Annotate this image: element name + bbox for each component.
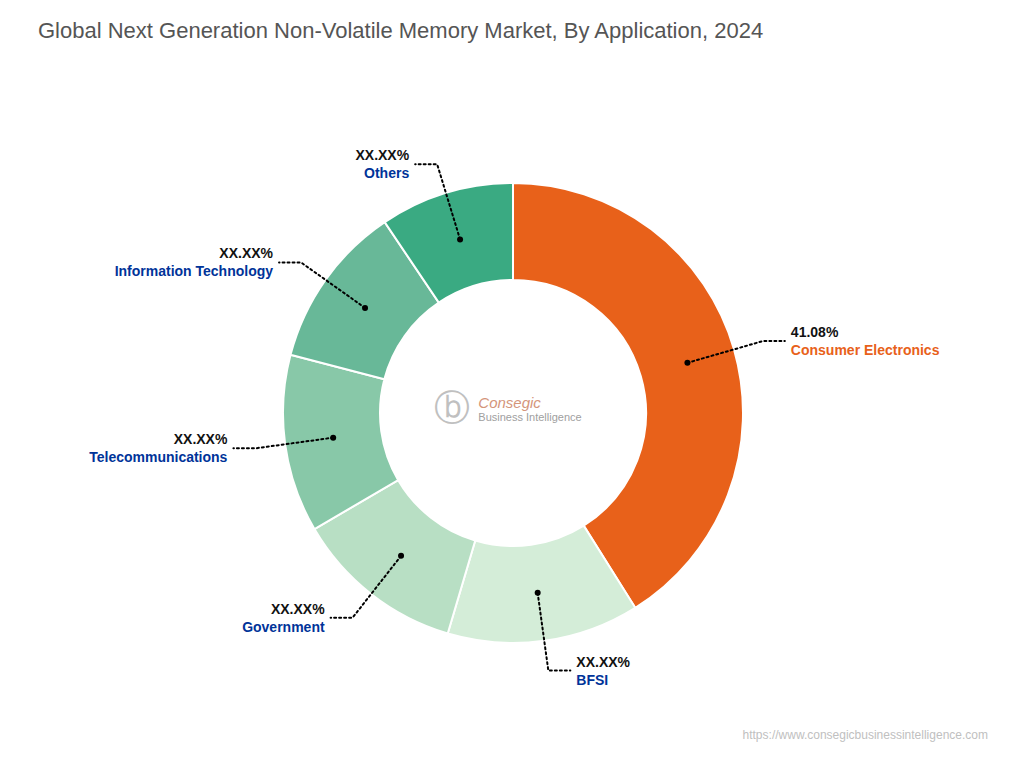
svg-text:XX.XX%: XX.XX% [271,601,325,617]
svg-text:XX.XX%: XX.XX% [576,654,630,670]
svg-text:Government: Government [242,619,325,635]
html-text:https://www.consegicbusinessin: https://www.consegicbusinessintelligence… [742,728,988,742]
svg-text:XX.XX%: XX.XX% [355,147,409,163]
svg-text:41.08%: 41.08% [791,324,839,340]
svg-text:Consumer Electronics: Consumer Electronics [791,342,940,358]
svg-text:XX.XX%: XX.XX% [174,431,228,447]
svg-text:XX.XX%: XX.XX% [219,245,273,261]
svg-text:Others: Others [364,165,409,181]
svg-text:BFSI: BFSI [576,672,608,688]
svg-text:Information Technology: Information Technology [115,263,274,279]
html-text:Consegic: Consegic [478,393,541,411]
html-text:Business Intelligence: Business Intelligence [478,410,582,423]
svg-text:Telecommunications: Telecommunications [89,449,227,465]
html-text:Global Next Generation Non-Vol: Global Next Generation Non-Volatile Memo… [38,18,764,43]
